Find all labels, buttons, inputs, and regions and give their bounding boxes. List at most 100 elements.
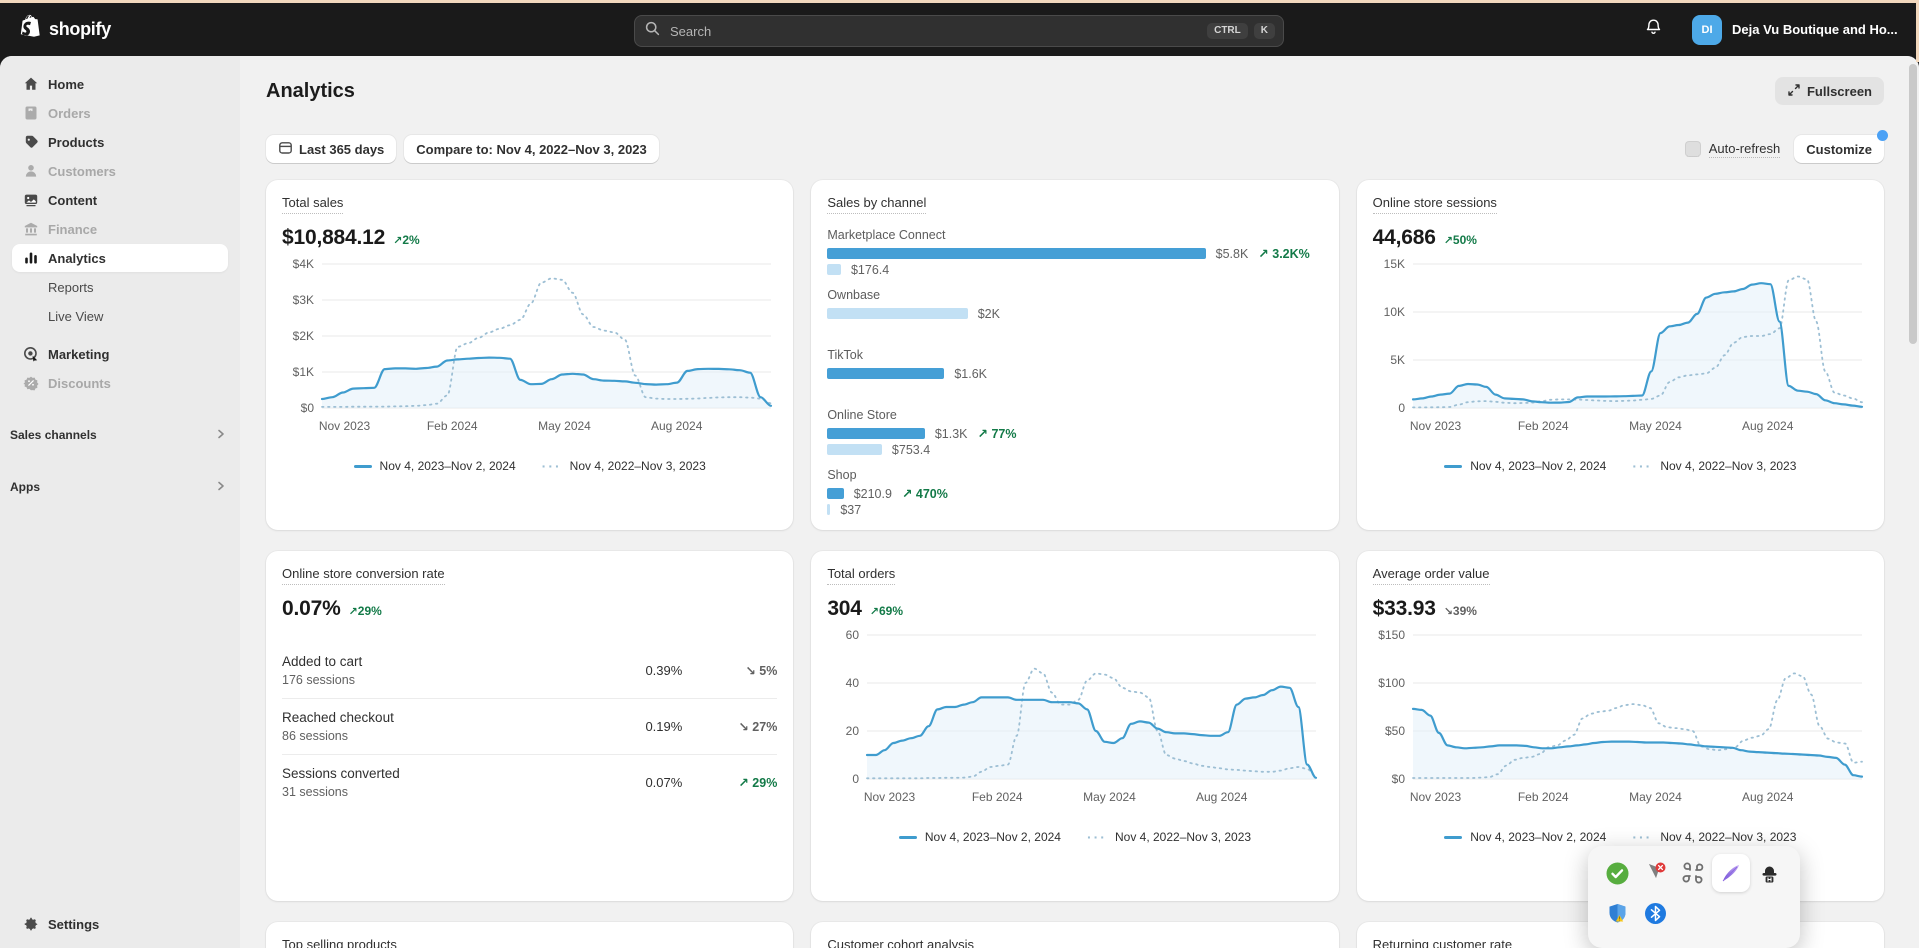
bluetooth-icon[interactable] bbox=[1636, 894, 1674, 932]
global-search[interactable]: CTRL K bbox=[634, 15, 1284, 47]
aov-change: ↘39% bbox=[1443, 604, 1477, 619]
current-period-bar bbox=[827, 248, 1206, 260]
sidebar-item-settings[interactable]: Settings bbox=[12, 910, 228, 938]
shopify-logo[interactable]: shopify bbox=[18, 14, 111, 45]
channel-bar-row: $2K bbox=[827, 306, 1322, 321]
hat-icon[interactable] bbox=[1750, 854, 1788, 892]
sidebar-item-discounts[interactable]: Discounts bbox=[12, 369, 228, 397]
svg-text:Feb 2024: Feb 2024 bbox=[1517, 790, 1568, 804]
sidebar-item-orders[interactable]: Orders bbox=[12, 99, 228, 127]
aov-chart: $150 $100 $50 $0 Nov 2023 Feb 2024 May 2024 Aug… bbox=[1373, 627, 1868, 822]
compare-button[interactable]: Compare to: Nov 4, 2022–Nov 3, 2023 bbox=[404, 135, 659, 163]
channel-bar-row: $1.6K bbox=[827, 367, 1322, 381]
sidebar-item-label: Reports bbox=[48, 279, 94, 295]
scrollbar-thumb[interactable] bbox=[1909, 64, 1917, 344]
sidebar-item-analytics[interactable]: Analytics bbox=[12, 244, 228, 272]
channel-bar-row: $753.4 bbox=[827, 442, 1322, 457]
metric-title-conversion[interactable]: Online store conversion rate bbox=[282, 566, 445, 586]
card-top-selling-products: Top selling products bbox=[266, 922, 794, 948]
bell-icon bbox=[1644, 18, 1663, 42]
svg-text:40: 40 bbox=[846, 676, 860, 690]
current-period-bar bbox=[827, 488, 844, 500]
metric-title-returning[interactable]: Returning customer rate bbox=[1373, 937, 1512, 948]
svg-text:$0: $0 bbox=[301, 401, 315, 415]
card-total-sales: Total sales $10,884.12 ↗2% $4K $3K $2K $1K $… bbox=[266, 180, 794, 530]
metric-title-orders[interactable]: Total orders bbox=[827, 566, 896, 586]
chart-legend: Nov 4, 2023–Nov 2, 2024 ··· Nov 4, 2022–N… bbox=[827, 830, 1322, 844]
funnel-row-reached-checkout: Reached checkout 86 sessions 0.19% ↘ 27% bbox=[282, 698, 778, 754]
funnel-step-value: 0.07% bbox=[645, 775, 683, 791]
sidebar-item-products[interactable]: Products bbox=[12, 128, 228, 156]
svg-text:Nov 2023: Nov 2023 bbox=[1409, 790, 1461, 804]
funnel-step-sessions: 31 sessions bbox=[282, 785, 349, 800]
card-total-orders: Total orders 304 ↗69% 60 40 20 0 Nov 2023 Feb… bbox=[811, 551, 1339, 901]
card-customer-cohort: Customer cohort analysis bbox=[811, 922, 1339, 948]
card-conversion-rate: Online store conversion rate 0.07% ↗29% … bbox=[266, 551, 794, 901]
svg-text:Aug 2024: Aug 2024 bbox=[651, 419, 703, 433]
sidebar-item-live-view[interactable]: Live View bbox=[12, 302, 228, 330]
sidebar-section-apps[interactable]: Apps bbox=[10, 473, 226, 501]
metric-title-top-selling[interactable]: Top selling products bbox=[282, 937, 397, 948]
sidebar-item-marketing[interactable]: Marketing bbox=[12, 340, 228, 368]
sidebar-item-content[interactable]: Content bbox=[12, 186, 228, 214]
svg-text:0: 0 bbox=[853, 772, 860, 786]
funnel-row-added-to-cart: Added to cart 176 sessions 0.39% ↘ 5% bbox=[282, 643, 777, 698]
bar-value-label: $176.4 bbox=[850, 262, 890, 277]
sidebar-section-sales-channels[interactable]: Sales channels bbox=[10, 421, 226, 449]
sidebar-item-label: Content bbox=[48, 192, 98, 208]
avatar: DI bbox=[1692, 14, 1722, 45]
search-input[interactable] bbox=[668, 22, 1202, 40]
bar-change-label: ↗ 77% bbox=[977, 427, 1017, 442]
search-icon bbox=[645, 21, 660, 41]
date-range-button[interactable]: Last 365 days bbox=[266, 135, 397, 163]
account-menu[interactable]: DI Deja Vu Boutique and Ho... bbox=[1687, 10, 1905, 50]
sidebar-item-customers[interactable]: Customers bbox=[12, 157, 228, 185]
channel-bar-row: $176.4 bbox=[827, 262, 1322, 277]
funnel-step-label: Reached checkout bbox=[282, 710, 394, 726]
funnel-step-delta: ↗ 29% bbox=[738, 776, 778, 791]
total-sales-change: ↗2% bbox=[393, 233, 420, 248]
funnel-row-sessions-converted: Sessions converted 31 sessions 0.07% ↗ 29% bbox=[282, 754, 778, 810]
channel-bar-row: $37 bbox=[827, 503, 1322, 517]
calendar-icon bbox=[278, 140, 293, 158]
svg-text:Aug 2024: Aug 2024 bbox=[1742, 419, 1794, 433]
customize-button[interactable]: Customize bbox=[1794, 135, 1884, 163]
customers-icon bbox=[22, 162, 40, 180]
notifications-button[interactable] bbox=[1637, 14, 1669, 46]
feather-pen-icon[interactable] bbox=[1712, 854, 1750, 892]
sidebar-item-home[interactable]: Home bbox=[12, 70, 228, 98]
approved-check-icon[interactable] bbox=[1598, 854, 1636, 892]
channel-group-ownbase: Ownbase $2K bbox=[827, 288, 1322, 344]
sidebar-item-reports[interactable]: Reports bbox=[12, 273, 228, 301]
finance-icon bbox=[22, 220, 40, 238]
sidebar-item-finance[interactable]: Finance bbox=[12, 215, 228, 243]
store-name: Deja Vu Boutique and Ho... bbox=[1732, 22, 1898, 37]
metric-title-aov[interactable]: Average order value bbox=[1372, 566, 1490, 586]
fullscreen-button[interactable]: Fullscreen bbox=[1774, 77, 1884, 105]
channel-group-tiktok: TikTok $1.6K bbox=[827, 348, 1322, 404]
metric-title-cohort[interactable]: Customer cohort analysis bbox=[827, 937, 974, 948]
shield-warning-icon[interactable]: ! bbox=[1598, 894, 1636, 932]
card-sales-by-channel: Sales by channel Marketplace Connect $5.8… bbox=[811, 180, 1339, 530]
metric-title-sessions[interactable]: Online store sessions bbox=[1372, 195, 1497, 215]
metric-title-total-sales[interactable]: Total sales bbox=[282, 195, 344, 215]
bar-value-label: $2K bbox=[977, 306, 1000, 321]
clover-icon[interactable] bbox=[1674, 854, 1712, 892]
kbd-ctrl: CTRL bbox=[1207, 23, 1248, 39]
svg-text:$0: $0 bbox=[1391, 772, 1405, 786]
sidebar-item-label: Live View bbox=[48, 308, 104, 324]
conversion-funnel: Added to cart 176 sessions 0.39% ↘ 5% Reache… bbox=[282, 643, 778, 810]
channel-name: Online Store bbox=[827, 408, 897, 423]
cursor-blocked-icon[interactable] bbox=[1636, 854, 1674, 892]
channel-group-shop: Shop $210.9 ↗ 470% $37 bbox=[827, 468, 1322, 524]
gear-icon bbox=[22, 915, 40, 933]
chevron-right-icon bbox=[216, 480, 226, 494]
auto-refresh-checkbox[interactable] bbox=[1684, 141, 1701, 157]
metric-title-sales-by-channel[interactable]: Sales by channel bbox=[827, 195, 927, 215]
sidebar-item-label: Marketing bbox=[48, 346, 110, 362]
sidebar-item-label: Orders bbox=[48, 105, 91, 121]
bar-value-label: $753.4 bbox=[891, 442, 931, 457]
svg-text:$100: $100 bbox=[1378, 676, 1405, 690]
svg-text:5K: 5K bbox=[1390, 353, 1405, 367]
